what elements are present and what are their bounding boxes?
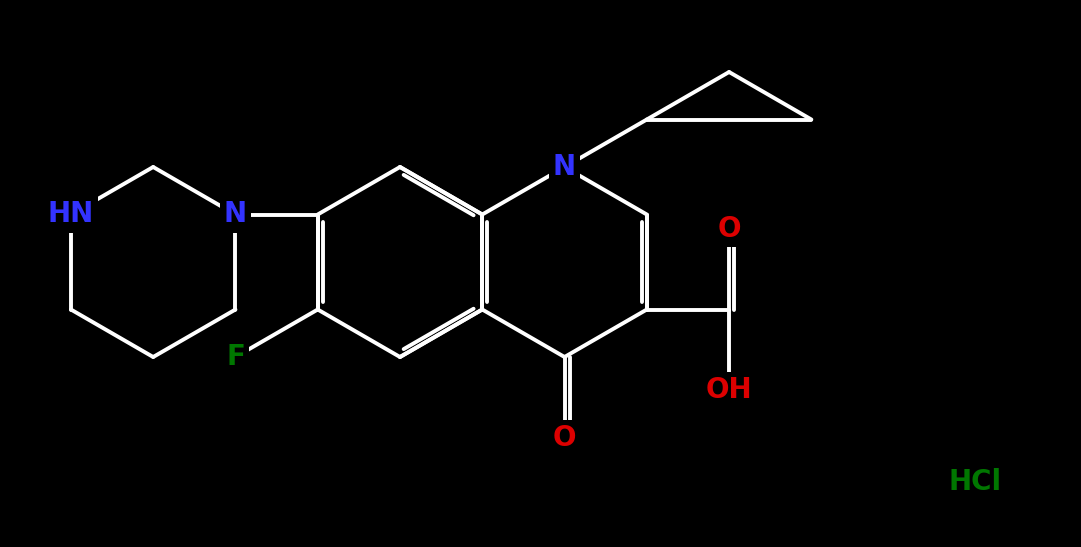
Text: HN: HN	[48, 201, 94, 229]
Text: F: F	[226, 343, 245, 371]
Text: N: N	[553, 153, 576, 181]
Text: N: N	[224, 201, 248, 229]
Text: O: O	[718, 215, 740, 243]
Text: HCl: HCl	[948, 468, 1002, 496]
Text: O: O	[552, 424, 576, 452]
Text: OH: OH	[706, 376, 752, 404]
